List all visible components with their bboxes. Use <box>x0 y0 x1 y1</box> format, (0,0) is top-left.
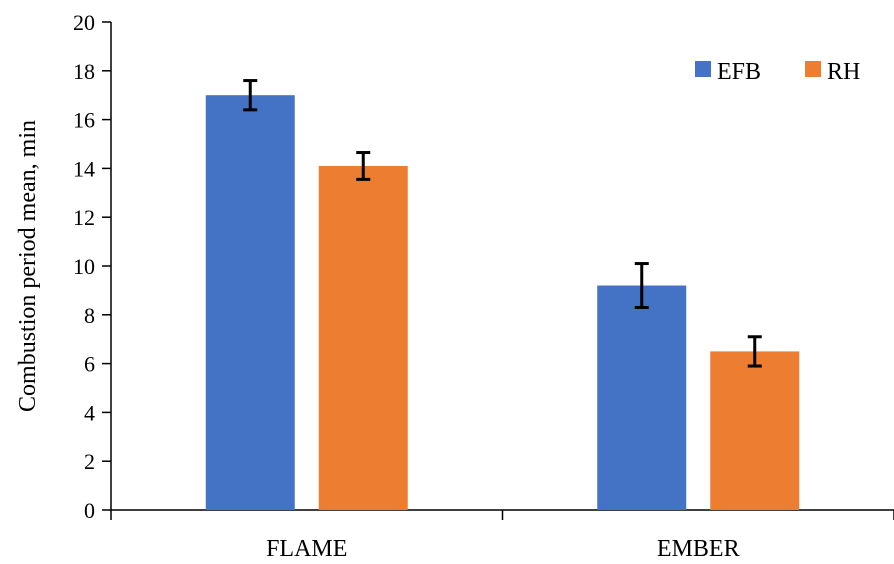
x-axis: FLAME EMBER <box>110 509 894 562</box>
bar <box>318 165 408 510</box>
bar <box>597 285 687 510</box>
y-tick-label: 2 <box>84 449 95 474</box>
bar <box>205 95 295 510</box>
y-tick-label: 14 <box>73 156 95 181</box>
legend-swatch <box>805 61 821 77</box>
x-category-label: FLAME <box>266 536 347 559</box>
y-tick-label: 0 <box>84 498 95 523</box>
bars <box>205 95 800 510</box>
y-tick-label: 8 <box>84 303 95 328</box>
legend-label: EFB <box>717 59 761 85</box>
bar <box>710 351 800 510</box>
y-tick-label: 20 <box>73 10 95 35</box>
y-tick-label: 12 <box>73 205 95 230</box>
legend-label: RH <box>827 59 860 85</box>
x-category-label: EMBER <box>657 536 740 559</box>
y-tick-label: 4 <box>84 400 95 425</box>
y-tick-label: 18 <box>73 59 95 84</box>
y-axis: 0 2 4 6 8 10 12 14 16 18 20 <box>73 10 112 523</box>
error-bars <box>243 79 762 368</box>
legend-swatch <box>695 61 711 77</box>
legend: EFB RH <box>695 59 860 85</box>
y-tick-label: 6 <box>84 352 95 377</box>
y-tick-label: 16 <box>73 108 95 133</box>
y-axis-title: Combustion period mean, min <box>15 120 41 412</box>
y-tick-label: 10 <box>73 254 95 279</box>
